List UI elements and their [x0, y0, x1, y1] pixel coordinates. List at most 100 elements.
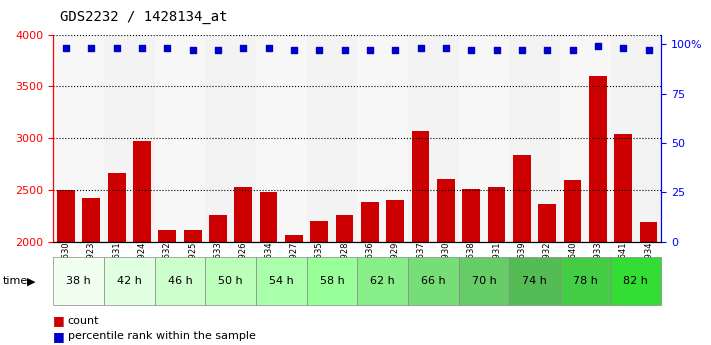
Point — [111, 46, 122, 51]
Text: percentile rank within the sample: percentile rank within the sample — [68, 332, 255, 341]
Text: 70 h: 70 h — [471, 276, 496, 286]
Text: count: count — [68, 316, 99, 326]
Bar — [357, 257, 408, 305]
Bar — [361, 202, 379, 345]
Point — [161, 46, 173, 51]
Text: GSM96926: GSM96926 — [239, 241, 248, 287]
Text: ▶: ▶ — [27, 276, 36, 286]
Bar — [488, 187, 506, 345]
Point — [314, 48, 325, 53]
Point — [263, 46, 274, 51]
Bar — [285, 235, 303, 345]
Bar — [408, 34, 459, 242]
Point — [237, 46, 249, 51]
Point — [567, 48, 578, 53]
Bar — [154, 257, 205, 305]
Bar — [256, 257, 306, 305]
Text: GSM96933: GSM96933 — [594, 241, 602, 287]
Text: GSM96931: GSM96931 — [492, 241, 501, 287]
Bar — [260, 192, 277, 345]
Bar — [437, 179, 455, 345]
Text: GSM96636: GSM96636 — [365, 241, 375, 287]
Text: GDS2232 / 1428134_at: GDS2232 / 1428134_at — [60, 10, 228, 24]
Text: GSM96640: GSM96640 — [568, 241, 577, 287]
Text: GSM96635: GSM96635 — [315, 241, 324, 287]
Bar — [108, 173, 126, 345]
Text: time: time — [3, 276, 28, 286]
Bar — [53, 34, 104, 242]
Point — [213, 48, 224, 53]
Point — [288, 48, 299, 53]
Bar — [611, 257, 661, 305]
Bar — [560, 34, 611, 242]
Point — [415, 46, 427, 51]
Text: GSM96631: GSM96631 — [112, 241, 121, 287]
Point — [60, 46, 72, 51]
Text: GSM96630: GSM96630 — [61, 241, 70, 287]
Text: 62 h: 62 h — [370, 276, 395, 286]
Text: GSM96932: GSM96932 — [542, 241, 552, 287]
Bar — [564, 180, 582, 345]
Text: 78 h: 78 h — [573, 276, 598, 286]
Text: 66 h: 66 h — [421, 276, 446, 286]
Bar — [82, 198, 100, 345]
Point — [440, 46, 451, 51]
Bar — [412, 131, 429, 345]
Bar — [205, 34, 256, 242]
Point — [390, 48, 401, 53]
Text: 82 h: 82 h — [624, 276, 648, 286]
Bar — [560, 257, 611, 305]
Bar — [462, 189, 480, 345]
Bar — [133, 141, 151, 345]
Bar — [408, 257, 459, 305]
Text: GSM96633: GSM96633 — [213, 241, 223, 287]
Bar — [306, 34, 357, 242]
Bar — [57, 190, 75, 345]
Text: 38 h: 38 h — [66, 276, 91, 286]
Text: 54 h: 54 h — [269, 276, 294, 286]
Point — [466, 48, 477, 53]
Text: 50 h: 50 h — [218, 276, 243, 286]
Bar — [459, 34, 509, 242]
Bar — [104, 257, 154, 305]
Bar — [357, 34, 408, 242]
Point — [187, 48, 198, 53]
Bar — [614, 134, 632, 345]
Text: 74 h: 74 h — [522, 276, 547, 286]
Point — [85, 46, 97, 51]
Text: GSM96638: GSM96638 — [466, 241, 476, 287]
Bar — [306, 257, 357, 305]
Bar — [336, 215, 353, 345]
Bar — [159, 230, 176, 345]
Point — [516, 48, 528, 53]
Bar — [183, 230, 201, 345]
Text: GSM96923: GSM96923 — [87, 241, 96, 287]
Bar — [509, 34, 560, 242]
Text: ■: ■ — [53, 330, 65, 343]
Text: 42 h: 42 h — [117, 276, 141, 286]
Bar — [513, 155, 531, 345]
Bar — [589, 76, 606, 345]
Bar — [611, 34, 661, 242]
Text: ■: ■ — [53, 314, 65, 327]
Text: 46 h: 46 h — [168, 276, 193, 286]
Text: GSM96632: GSM96632 — [163, 241, 172, 287]
Bar — [53, 257, 104, 305]
Text: GSM96639: GSM96639 — [518, 241, 526, 287]
Bar — [386, 200, 404, 345]
Bar — [311, 221, 328, 345]
Point — [491, 48, 502, 53]
Bar — [209, 215, 227, 345]
Point — [339, 48, 351, 53]
Text: GSM96925: GSM96925 — [188, 241, 197, 287]
Bar — [104, 34, 154, 242]
Text: GSM96934: GSM96934 — [644, 241, 653, 287]
Point — [542, 48, 553, 53]
Bar — [640, 222, 658, 345]
Bar — [459, 257, 509, 305]
Bar — [235, 187, 252, 345]
Bar — [256, 34, 306, 242]
Bar — [154, 34, 205, 242]
Point — [137, 46, 148, 51]
Text: GSM96641: GSM96641 — [619, 241, 628, 287]
